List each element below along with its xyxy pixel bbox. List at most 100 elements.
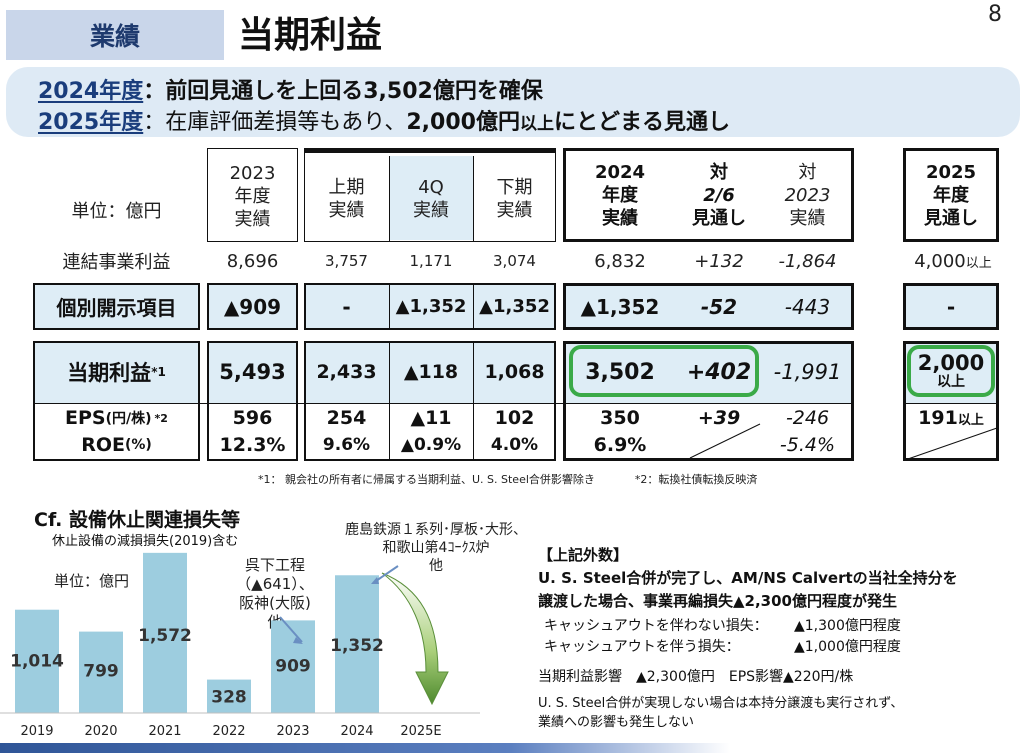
row-net-box-a <box>207 341 298 461</box>
row-special-fill-d <box>903 283 999 330</box>
cell: 12.3% <box>219 434 286 456</box>
pointer-arrow-icon <box>279 616 303 643</box>
header-box-2025 <box>903 148 999 242</box>
row-label-text: EPS <box>65 407 106 429</box>
divider <box>903 403 999 404</box>
header-q4: 4Q 実績 <box>389 156 473 242</box>
row-label-net-income: 当期利益 *1 <box>33 341 200 403</box>
footnote-marker: *1 <box>151 365 166 379</box>
cell: 9.6% <box>322 435 371 455</box>
cell-value: 2,000 <box>917 351 985 375</box>
decrease-arrow-icon <box>381 572 449 706</box>
cell: -1,991 <box>773 360 842 384</box>
x-tick-label: 2022 <box>212 724 245 739</box>
x-tick-label: 2023 <box>276 724 309 739</box>
row-label-special: 個別開示項目 <box>56 296 177 320</box>
row-special-box-c <box>563 283 854 330</box>
header-box-2024-fy <box>563 148 854 242</box>
x-tick-label: 2025E <box>400 724 441 739</box>
banner-year-2024: 2024年度 <box>38 79 144 104</box>
cell: -443 <box>784 294 831 319</box>
x-tick-label: 2024 <box>340 724 373 739</box>
banner-text-2025-c: 以上 <box>519 114 554 134</box>
header-text: 2023 <box>784 184 831 206</box>
cell: ▲118 <box>403 361 459 383</box>
cell: ▲909 <box>223 294 282 319</box>
bar-value-label: 909 <box>275 656 311 676</box>
header-text: 2024 <box>594 161 646 183</box>
annotation-line: 他 <box>429 558 443 574</box>
header-h1: 上期 実績 <box>304 156 389 242</box>
notes-item-value: ▲1,000億円程度 <box>794 639 901 655</box>
bar-value-label: 799 <box>83 661 119 681</box>
bar-value-label: 328 <box>211 687 247 707</box>
row-label-consolidated: 連結事業利益 <box>62 252 171 273</box>
cell: - <box>342 294 351 319</box>
table-footnotes: *1： 親会社の所有者に帰属する当期利益、U. S. Steel合併影響除き *2… <box>258 471 757 487</box>
header-text: 対 <box>710 161 728 183</box>
cell-suffix: 以上 <box>937 374 965 390</box>
cell-suffix: 以上 <box>957 412 984 428</box>
cell: ▲11 <box>410 407 452 429</box>
cell: 1,171 <box>409 252 453 270</box>
divider <box>473 156 474 242</box>
cell: 102 <box>494 407 535 429</box>
summary-banner <box>6 67 1020 137</box>
cell: 4.0% <box>490 435 539 455</box>
banner-text-2025-a: ：在庫評価差損等もあり、 <box>143 110 407 135</box>
page-number: 8 <box>988 2 1002 27</box>
row-label-unit: (%) <box>124 437 152 453</box>
cell: -52 <box>700 294 738 319</box>
cell: ▲0.9% <box>400 435 462 455</box>
banner-line-2: 2025年度：在庫評価差損等もあり、2,000億円以上にとどまる見通し <box>38 104 730 136</box>
header-text: 年度 <box>933 184 969 206</box>
bar-2024 <box>335 575 379 713</box>
notes-line-3: U. S. Steel合併が実現しない場合は本持分譲渡も実行されず、 <box>538 696 904 711</box>
row-label-eps: EPS (円/株) *2 <box>33 405 200 431</box>
cell-fy2025-net: 2,000 以上 <box>903 345 999 397</box>
header-text: 実績 <box>789 207 826 229</box>
bar-value-label: 1,014 <box>10 652 64 672</box>
notes-item-1: キャッシュアウトを伴わない損失： ▲1,300億円程度 <box>544 615 901 635</box>
header-text: 実績 <box>496 200 533 221</box>
row-special-fill-c <box>563 283 854 330</box>
notes-title: 【上記外数】 <box>538 546 629 564</box>
cell: 6,832 <box>594 250 646 272</box>
footer-bar <box>0 743 730 753</box>
row-label-text: ROE <box>81 434 125 456</box>
header-text: 対 <box>798 161 817 183</box>
divider <box>473 284 474 329</box>
cell-suffix: 以上 <box>965 255 992 271</box>
header-text: 年度 <box>234 185 271 207</box>
cell: 3,074 <box>493 252 536 270</box>
banner-text-2025-d: にとどまる見通し <box>553 110 730 135</box>
row-special-box-b <box>304 283 556 330</box>
header-h2: 下期 実績 <box>473 156 556 242</box>
header-text: 年度 <box>602 184 638 206</box>
cell: 6.9% <box>593 434 647 456</box>
unit-label: 単位：億円 <box>71 201 162 222</box>
annotation-line: 阪神(大阪) <box>239 594 311 612</box>
row-special-fill-a <box>207 283 298 330</box>
cell: +39 <box>697 407 741 429</box>
row-net-label-fill <box>33 341 200 403</box>
cell: 596 <box>232 407 273 429</box>
row-special-label-fill <box>33 283 200 330</box>
cell: +132 <box>694 250 744 272</box>
chart-annotation-2023: 呉下工程 （▲641）、 阪神(大阪) 他 <box>230 556 320 632</box>
cell: ▲1,352 <box>580 294 660 319</box>
row-net-fill-b <box>304 341 556 403</box>
header-text: 上期 <box>328 177 365 198</box>
footnote-2: *2：転換社債転換反映済 <box>634 473 758 486</box>
cell-fy2025-consolidated: 4,000 以上 <box>903 248 1003 274</box>
bar-2020 <box>79 631 123 713</box>
divider <box>33 403 854 404</box>
pointer-arrowhead-icon <box>293 637 303 644</box>
divider <box>389 342 390 460</box>
header-text: 4Q <box>418 177 444 198</box>
header-box-2024-periods <box>304 148 556 242</box>
banner-text-2024: ：前回見通しを上回る3,502億円を確保 <box>143 79 543 104</box>
cell: -1,864 <box>778 250 837 272</box>
notes-item-label: キャッシュアウトを伴う損失： <box>544 639 740 655</box>
header-text: 2/6 <box>703 184 735 206</box>
